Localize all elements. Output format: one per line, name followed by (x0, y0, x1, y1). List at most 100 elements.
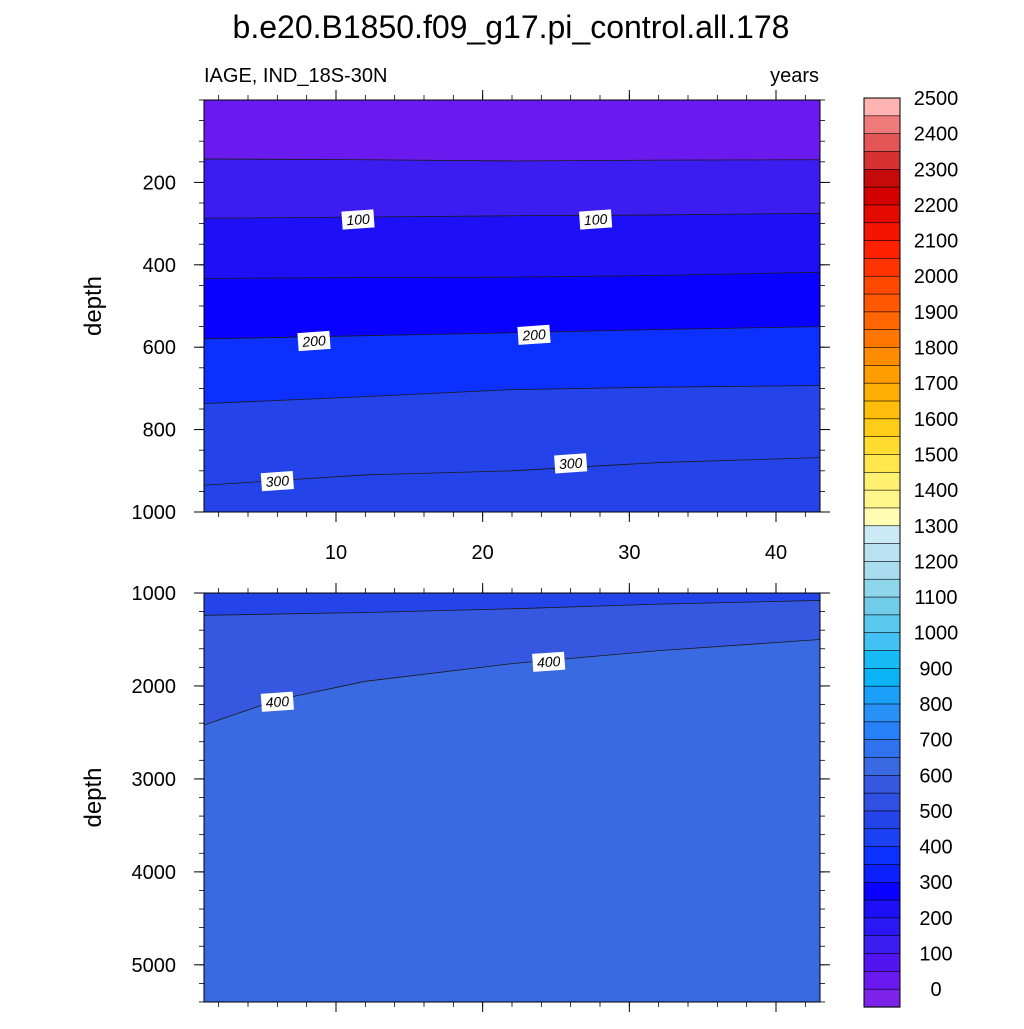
colorbar-cell (863, 436, 901, 456)
colorbar-label: 700 (919, 730, 952, 752)
lower-panel: 400 400 1000 2000 3000 4000 5000 depth (80, 583, 830, 1012)
colorbar-cell (863, 222, 901, 242)
lower-band-top (204, 593, 820, 616)
colorbar-cell (863, 400, 901, 420)
colorbar-cell (863, 596, 901, 616)
colorbar-label: 500 (919, 801, 952, 823)
colorbar-label: 1600 (914, 409, 959, 431)
variable-label: IAGE, IND_18S-30N (204, 65, 387, 87)
colorbar-label: 600 (919, 765, 952, 787)
colorbar-label: 2300 (914, 159, 959, 181)
colorbar-cell (863, 151, 901, 170)
lower-ytick-label: 3000 (132, 769, 177, 791)
chart-title: b.e20.B1850.f09_g17.pi_control.all.178 (233, 9, 790, 45)
lower-ylabel: depth (80, 767, 107, 827)
colorbar-label: 400 (919, 837, 952, 859)
colorbar-cell (863, 418, 901, 438)
contour-label-text: 300 (265, 472, 290, 490)
colorbar-cell (863, 471, 901, 491)
colorbar-cell (863, 115, 901, 135)
upper-xtick-label: 30 (618, 542, 640, 564)
upper-xtick-label: 40 (765, 542, 787, 564)
colorbar-cell (863, 240, 901, 260)
contour-label-box (297, 330, 331, 352)
colorbar-cell (863, 311, 901, 331)
contour-label-box (260, 471, 294, 492)
contour-label-box (260, 691, 294, 712)
colorbar-label: 0 (930, 979, 941, 1001)
upper-ytick-label: 600 (143, 337, 176, 359)
colorbar-cell (863, 382, 901, 402)
colorbar-cell (863, 650, 901, 669)
colorbar-label: 100 (919, 944, 952, 966)
colorbar-cell (863, 133, 901, 153)
upper-contour-line-3 (204, 212, 820, 219)
colorbar-cell (863, 578, 901, 598)
colorbar-cell (863, 561, 901, 580)
colorbar-cell (863, 988, 901, 1008)
colorbar-cell (863, 168, 901, 188)
colorbar-label: 1100 (914, 587, 957, 609)
colorbar-cell (863, 329, 901, 349)
upper-contour-label-1: 100 (579, 209, 613, 230)
upper-contour-line-2 (204, 385, 820, 405)
upper-ytick-label: 800 (143, 420, 176, 442)
colorbar-cell (863, 917, 901, 937)
lower-fills (204, 593, 820, 1002)
colorbar-label: 2500 (914, 88, 959, 110)
contour-label-text: 400 (265, 693, 290, 711)
contour-label-text: 200 (301, 332, 327, 350)
lower-ytick-label: 2000 (132, 676, 177, 698)
lower-contour-line-0 (204, 600, 820, 616)
contour-label-box (532, 651, 566, 672)
colorbar-cell (863, 347, 901, 366)
colorbar-cell (863, 935, 901, 955)
lower-contour-label-0: 400 (260, 691, 294, 712)
colorbar-cell (863, 881, 901, 901)
contour-label-text: 400 (536, 653, 561, 671)
contour-label-box (517, 324, 551, 345)
upper-contour-line-1 (204, 271, 820, 279)
colorbar-cell (863, 204, 901, 224)
contour-label-text: 100 (346, 211, 371, 229)
contour-label-text: 200 (521, 326, 547, 344)
upper-contour-label-4: 300 (260, 471, 294, 492)
colorbar-cell (863, 668, 901, 687)
colorbar-cell (863, 258, 901, 277)
units-label: years (770, 65, 819, 87)
colorbar-cell (863, 489, 901, 509)
colorbar-label: 800 (919, 694, 952, 716)
colorbar-label: 1000 (914, 623, 959, 645)
colorbar-label: 2100 (914, 231, 959, 253)
lower-contour-label-1: 400 (532, 651, 566, 672)
colorbar-cell (863, 454, 901, 473)
upper-contour-label-3: 200 (517, 324, 551, 345)
colorbar-label: 1300 (914, 516, 959, 538)
lower-ytick-label: 1000 (132, 583, 177, 605)
colorbar-cell (863, 275, 901, 295)
upper-ytick-label: 1000 (132, 502, 177, 524)
colorbar-cell (863, 721, 901, 741)
colorbar-label: 2400 (914, 124, 959, 146)
colorbar-label: 1200 (914, 551, 959, 573)
upper-xtick-label: 20 (472, 542, 494, 564)
upper-ytick-label: 400 (143, 255, 176, 277)
colorbar-label: 1800 (914, 338, 959, 360)
upper-panel: 100 100 200 200 300 300 200 400 600 800 1000 10 20 30… (80, 90, 830, 564)
colorbar-cell (863, 971, 901, 990)
lower-ytick-label: 4000 (132, 862, 177, 884)
contour-label-text: 300 (558, 455, 583, 473)
colorbar-cell (863, 792, 901, 812)
colorbar-label: 300 (919, 872, 952, 894)
colorbar-label: 2000 (914, 266, 959, 288)
colorbar-cell (863, 774, 901, 794)
colorbar-cell (863, 864, 901, 883)
upper-contour-line-5 (204, 457, 820, 486)
colorbar-cell (863, 703, 901, 723)
contour-label-box (341, 209, 375, 230)
colorbar-label: 200 (919, 908, 952, 930)
lower-band-mid (204, 593, 820, 725)
colorbar-cell (863, 810, 901, 830)
colorbar-cell (863, 953, 901, 972)
